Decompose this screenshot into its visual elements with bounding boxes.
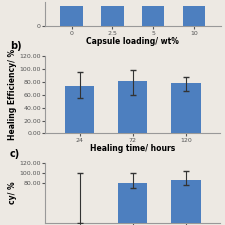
- X-axis label: Healing time/ hours: Healing time/ hours: [90, 144, 175, 153]
- Bar: [65, 86, 94, 133]
- Bar: [183, 6, 205, 27]
- Text: c): c): [10, 149, 20, 160]
- Bar: [118, 81, 147, 133]
- Bar: [118, 183, 147, 223]
- Y-axis label: Healing Efficiency/ %: Healing Efficiency/ %: [8, 49, 17, 140]
- Bar: [142, 6, 164, 27]
- Y-axis label: cy/ %: cy/ %: [8, 182, 17, 204]
- X-axis label: Capsule loading/ wt%: Capsule loading/ wt%: [86, 37, 179, 46]
- Bar: [171, 180, 200, 223]
- Bar: [171, 83, 200, 133]
- Bar: [101, 6, 124, 27]
- Bar: [60, 6, 83, 27]
- Text: b): b): [10, 41, 22, 51]
